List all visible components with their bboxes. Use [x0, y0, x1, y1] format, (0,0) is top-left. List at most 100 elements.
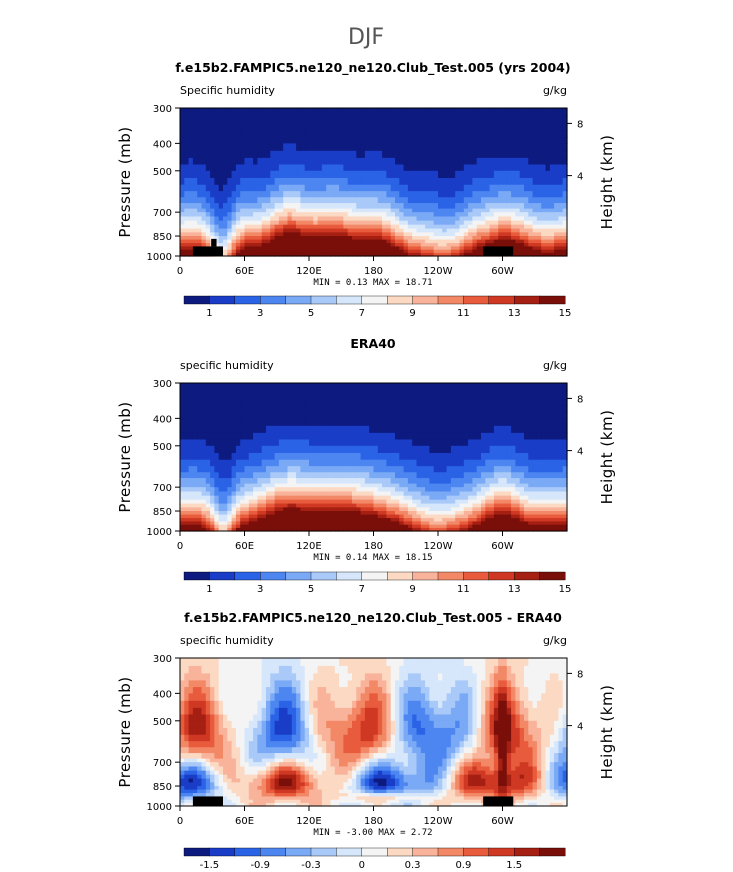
- heatmap-cell: [463, 459, 469, 467]
- heatmap-cell: [274, 252, 280, 257]
- heatmap-cell: [309, 143, 314, 152]
- heatmap-cell: [455, 425, 461, 434]
- heatmap-cell: [248, 472, 254, 479]
- heatmap-cell: [485, 445, 491, 454]
- heatmap-cell: [274, 232, 280, 237]
- heatmap-cell: [545, 425, 551, 434]
- heatmap-cell: [502, 191, 508, 198]
- heatmap-cell: [420, 503, 426, 508]
- heatmap-cell: [330, 246, 336, 251]
- heatmap-cell: [446, 495, 452, 501]
- heatmap-cell: [317, 232, 323, 237]
- heatmap-cell: [511, 472, 516, 479]
- heatmap-cell: [223, 252, 228, 257]
- heatmap-cell: [343, 236, 349, 241]
- heatmap-cell: [334, 511, 340, 516]
- heatmap-cell: [244, 239, 250, 244]
- heatmap-cell: [248, 220, 254, 226]
- heatmap-cell: [390, 405, 396, 413]
- heatmap-cell: [407, 418, 413, 427]
- heatmap-cell: [192, 511, 198, 516]
- heatmap-cell: [485, 439, 491, 447]
- heatmap-cell: [506, 228, 512, 233]
- heatmap-cell: [532, 459, 538, 467]
- heatmap-cell: [536, 405, 542, 413]
- heatmap-cell: [455, 123, 461, 132]
- heatmap-cell: [304, 524, 310, 529]
- heatmap-cell: [352, 130, 357, 138]
- heatmap-cell: [382, 495, 387, 501]
- heatmap-cell: [360, 527, 366, 532]
- heatmap-cell: [450, 503, 456, 508]
- heatmap-cell: [192, 483, 198, 488]
- heatmap-cell: [313, 228, 319, 233]
- heatmap-cell: [291, 246, 297, 251]
- heatmap-cell: [369, 425, 375, 434]
- heatmap-cell: [399, 383, 405, 392]
- heatmap-cell: [416, 184, 422, 192]
- heatmap-cell: [536, 524, 542, 529]
- heatmap-cell: [334, 478, 340, 485]
- heatmap-cell: [532, 157, 538, 166]
- heatmap-cell: [270, 157, 276, 166]
- heatmap-cell: [287, 143, 293, 152]
- heatmap-cell: [373, 487, 379, 493]
- heatmap-cell: [317, 452, 323, 461]
- heatmap-cell: [399, 123, 405, 132]
- heatmap-cell: [274, 511, 280, 516]
- heatmap-cell: [511, 208, 516, 213]
- heatmap-cell: [313, 143, 319, 152]
- heatmap-cell: [476, 184, 482, 192]
- heatmap-cell: [231, 203, 237, 210]
- heatmap-cell: [489, 228, 495, 233]
- heatmap-cell: [253, 507, 258, 512]
- heatmap-cell: [184, 246, 190, 251]
- heatmap-cell: [446, 236, 452, 241]
- heatmap-cell: [412, 236, 418, 241]
- heatmap-cell: [446, 412, 452, 419]
- heatmap-cell: [197, 208, 203, 213]
- heatmap-cell: [266, 405, 271, 413]
- heatmap-cell: [519, 115, 525, 124]
- heatmap-cell: [296, 507, 301, 512]
- heatmap-cell: [463, 398, 469, 407]
- heatmap-cell: [549, 130, 555, 138]
- heatmap-cell: [382, 137, 387, 144]
- heatmap-cell: [313, 191, 319, 198]
- heatmap-cell: [399, 236, 405, 241]
- heatmap-cell: [192, 123, 198, 132]
- heatmap-cell: [532, 243, 538, 248]
- heatmap-cell: [485, 208, 491, 213]
- heatmap-cell: [536, 184, 542, 192]
- heatmap-cell: [218, 487, 224, 493]
- heatmap-cell: [425, 418, 430, 427]
- heatmap-cell: [528, 243, 534, 248]
- heatmap-cell: [528, 203, 534, 210]
- heatmap-cell: [244, 521, 250, 526]
- heatmap-cell: [412, 472, 418, 479]
- heatmap-cell: [485, 412, 491, 419]
- heatmap-cell: [266, 143, 271, 152]
- heatmap-cell: [309, 472, 314, 479]
- heatmap-cell: [192, 495, 198, 501]
- heatmap-cell: [407, 432, 413, 441]
- heatmap-cell: [481, 472, 486, 479]
- heatmap-cell: [472, 398, 478, 407]
- heatmap-cell: [343, 220, 349, 226]
- heatmap-cell: [244, 483, 250, 488]
- heatmap-cell: [283, 507, 289, 512]
- heatmap-cell: [519, 518, 525, 523]
- heatmap-cell: [283, 184, 289, 192]
- heatmap-cell: [519, 495, 525, 501]
- heatmap-cell: [235, 108, 241, 117]
- heatmap-cell: [330, 466, 336, 473]
- heatmap-cell: [429, 137, 435, 144]
- heatmap-cell: [364, 487, 370, 493]
- heatmap-cell: [278, 390, 284, 399]
- heatmap-cell: [192, 239, 198, 244]
- heatmap-cell: [364, 252, 370, 257]
- heatmap-cell: [481, 412, 486, 419]
- heatmap-cell: [231, 243, 237, 248]
- heatmap-cell: [184, 518, 190, 523]
- heatmap-cell: [438, 499, 443, 505]
